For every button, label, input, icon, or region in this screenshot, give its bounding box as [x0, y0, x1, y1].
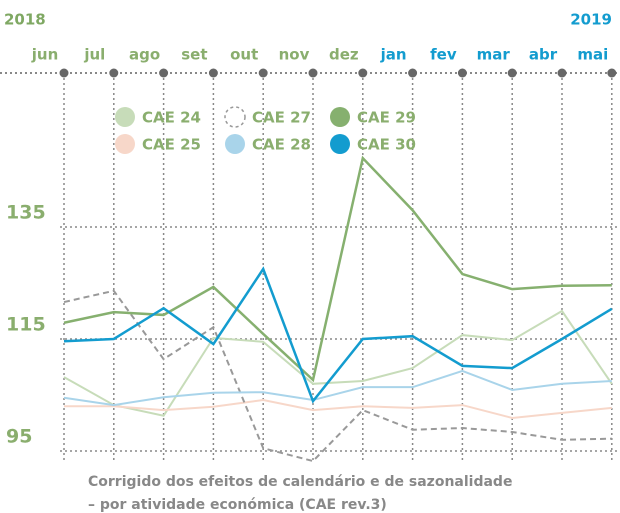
x-tick-label: out: [230, 46, 258, 64]
month-dot: [258, 68, 268, 78]
x-tick-label: mar: [477, 46, 511, 64]
month-dot: [557, 68, 567, 78]
x-tick-label: mai: [577, 46, 608, 64]
legend-swatch: [115, 107, 135, 127]
legend-label: CAE 30: [357, 136, 416, 154]
x-tick-label: jul: [83, 46, 105, 64]
month-dot: [507, 68, 517, 78]
series-line: [63, 309, 613, 417]
legend-label: CAE 24: [142, 109, 201, 127]
x-tick-label: ago: [129, 46, 160, 64]
legend-swatch: [225, 134, 245, 154]
month-dot: [59, 68, 69, 78]
month-dot: [457, 68, 467, 78]
month-dot: [607, 68, 617, 78]
x-tick-label: jan: [380, 46, 407, 64]
x-tick-label: dez: [329, 46, 359, 64]
y-tick-label: 115: [6, 314, 46, 336]
legend-swatch: [330, 134, 350, 154]
y-tick-label: 95: [6, 426, 32, 448]
month-dot: [308, 68, 318, 78]
note: – por atividade económica (CAE rev.3): [88, 497, 387, 513]
series-line: [63, 289, 612, 463]
month-dot: [408, 68, 418, 78]
month-dot: [109, 68, 119, 78]
legend-swatch: [330, 107, 350, 127]
month-dot: [159, 68, 169, 78]
legend-label: CAE 27: [252, 109, 311, 127]
x-tick-label: fev: [430, 46, 457, 64]
year-label: 2018: [4, 11, 46, 29]
legend-label: CAE 29: [357, 109, 416, 127]
series-line: [64, 399, 612, 419]
month-dot: [358, 68, 368, 78]
legend-swatch: [115, 134, 135, 154]
series-line: [63, 155, 612, 383]
x-tick-label: nov: [279, 46, 310, 64]
x-tick-label: abr: [529, 46, 558, 64]
legend-label: CAE 28: [252, 136, 311, 154]
legend-label: CAE 25: [142, 136, 201, 154]
x-tick-label: jun: [31, 46, 59, 64]
year-label: 2019: [570, 11, 612, 29]
series-line: [63, 266, 613, 404]
legend-swatch: [224, 106, 246, 128]
month-dot: [208, 68, 218, 78]
series-line: [63, 369, 612, 407]
x-tick-label: set: [181, 46, 207, 64]
note: Corrigido dos efeitos de calendário e de…: [88, 474, 512, 490]
y-tick-label: 135: [6, 202, 46, 224]
